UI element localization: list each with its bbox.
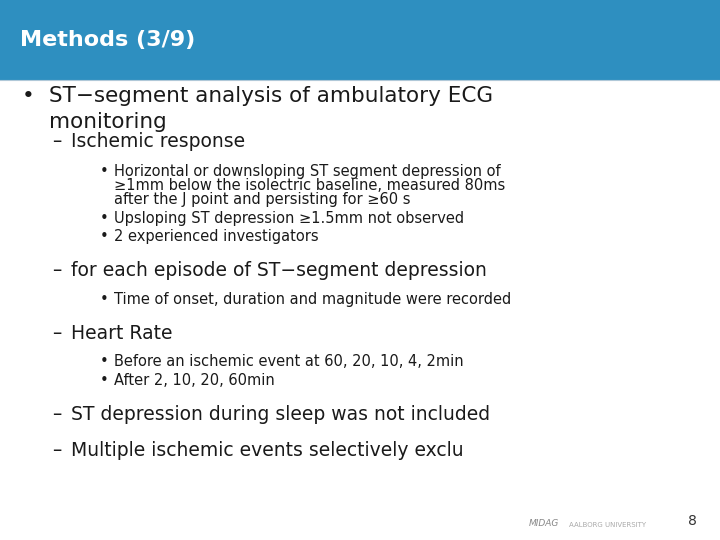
Text: –: – — [52, 261, 61, 280]
Text: ST−segment analysis of ambulatory ECG: ST−segment analysis of ambulatory ECG — [49, 86, 493, 106]
Text: AALBORG UNIVERSITY: AALBORG UNIVERSITY — [569, 522, 646, 528]
Text: ST depression during sleep was not included: ST depression during sleep was not inclu… — [71, 405, 490, 424]
Text: Methods (3/9): Methods (3/9) — [20, 30, 195, 50]
Text: –: – — [52, 405, 61, 424]
Bar — [0, 0, 720, 80]
Text: •: • — [99, 164, 108, 179]
Text: •: • — [99, 211, 108, 226]
Text: MIDAG: MIDAG — [529, 519, 559, 528]
Text: for each episode of ST−segment depression: for each episode of ST−segment depressio… — [71, 261, 487, 280]
Text: 8: 8 — [688, 514, 697, 528]
Text: ≥1mm below the isolectric baseline, measured 80ms: ≥1mm below the isolectric baseline, meas… — [114, 178, 505, 193]
Text: monitoring: monitoring — [49, 112, 167, 132]
Text: •: • — [99, 229, 108, 244]
Text: After 2, 10, 20, 60min: After 2, 10, 20, 60min — [114, 373, 274, 388]
Text: –: – — [52, 324, 61, 343]
Text: •: • — [99, 354, 108, 369]
Text: Time of onset, duration and magnitude were recorded: Time of onset, duration and magnitude we… — [114, 292, 511, 307]
Text: Ischemic response: Ischemic response — [71, 132, 245, 151]
Text: Before an ischemic event at 60, 20, 10, 4, 2min: Before an ischemic event at 60, 20, 10, … — [114, 354, 464, 369]
Text: •: • — [99, 292, 108, 307]
Text: •: • — [99, 373, 108, 388]
Text: 2 experienced investigators: 2 experienced investigators — [114, 229, 318, 244]
Text: •: • — [22, 86, 35, 106]
Text: after the J point and persisting for ≥60 s: after the J point and persisting for ≥60… — [114, 192, 410, 207]
Text: –: – — [52, 132, 61, 151]
Text: Heart Rate: Heart Rate — [71, 324, 172, 343]
Text: –: – — [52, 441, 61, 460]
Text: Horizontal or downsloping ST segment depression of: Horizontal or downsloping ST segment dep… — [114, 164, 500, 179]
Text: Multiple ischemic events selectively exclu: Multiple ischemic events selectively exc… — [71, 441, 463, 460]
Text: Upsloping ST depression ≥1.5mm not observed: Upsloping ST depression ≥1.5mm not obser… — [114, 211, 464, 226]
